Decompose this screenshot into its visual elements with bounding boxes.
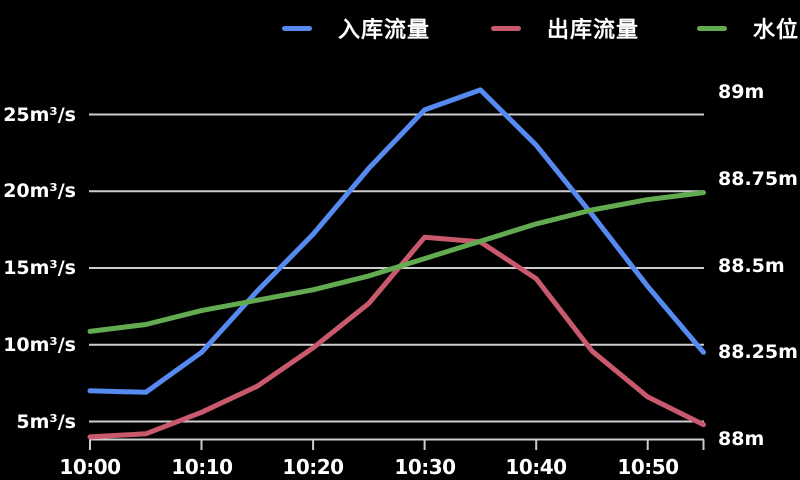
right-axis-label-88.5: 88.5m [718, 255, 785, 277]
water-level-line-swatch [697, 25, 727, 31]
outflow-line [87, 234, 706, 440]
left-axis-label-10: 10m³/s [3, 334, 76, 356]
x-axis-label-10:50: 10:50 [617, 455, 679, 479]
left-axis-label-5: 5m³/s [16, 411, 76, 433]
right-axis-label-89: 89m [718, 81, 765, 103]
right-axis-label-88: 88m [718, 428, 765, 450]
right-axis-label-88.25: 88.25m [718, 341, 798, 363]
x-axis-label-10:30: 10:30 [394, 455, 456, 479]
outflow-legend-label: 出库流量 [547, 18, 640, 43]
inflow-line [87, 87, 706, 395]
x-axis-label-10:00: 10:00 [59, 455, 121, 479]
x-axis-label-10:40: 10:40 [505, 455, 567, 479]
left-axis-label-20: 20m³/s [3, 180, 76, 202]
chart-legend: 入库流量 出库流量 水位 [0, 0, 800, 46]
water-level-legend-label: 水位 [753, 18, 800, 43]
legend-item-water-level[interactable]: 水位 [697, 15, 800, 43]
x-axis-label-10:20: 10:20 [282, 455, 344, 479]
water-level-line [87, 190, 706, 334]
legend-item-inflow[interactable]: 入库流量 [282, 15, 431, 43]
x-axis-label-10:10: 10:10 [171, 455, 233, 479]
legend-item-outflow[interactable]: 出库流量 [491, 15, 640, 43]
left-axis-label-25: 25m³/s [3, 104, 76, 126]
left-axis-label-15: 15m³/s [3, 257, 76, 279]
outflow-line-swatch [491, 25, 521, 31]
right-axis-label-88.75: 88.75m [718, 168, 798, 190]
inflow-line-swatch [282, 25, 312, 31]
inflow-legend-label: 入库流量 [338, 18, 431, 43]
